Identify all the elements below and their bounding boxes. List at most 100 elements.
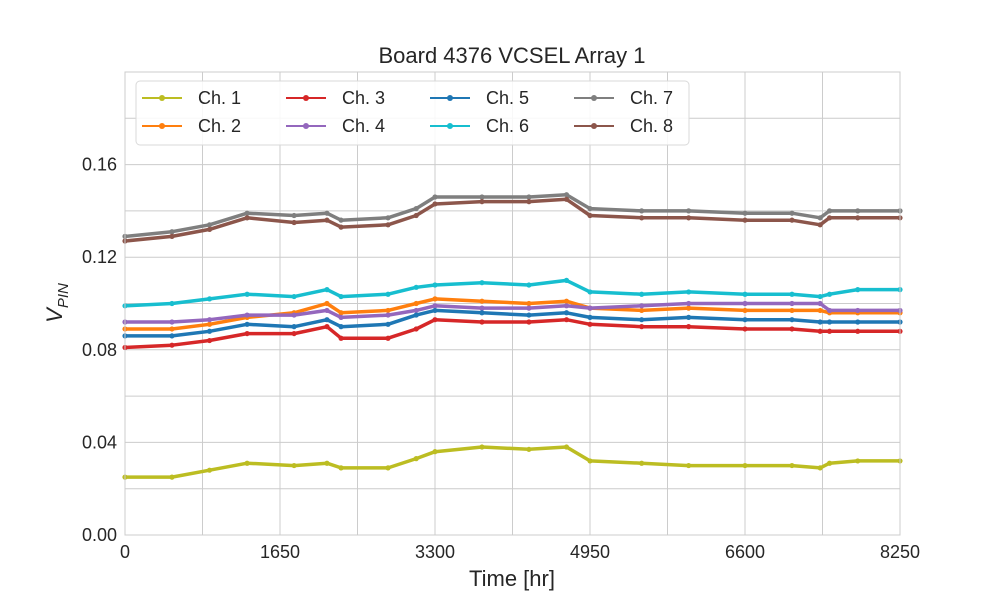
data-point	[324, 300, 330, 307]
series-layer	[122, 192, 903, 480]
data-point	[789, 300, 795, 307]
data-point	[413, 326, 419, 332]
data-point	[338, 335, 344, 341]
data-point	[479, 444, 485, 450]
data-point	[686, 305, 692, 311]
legend-item: Ch. 5	[430, 88, 529, 108]
data-point	[206, 321, 213, 327]
legend-item: Ch. 2	[142, 116, 241, 136]
data-point	[479, 298, 485, 304]
x-axis-label: Time [hr]	[469, 566, 555, 591]
data-point	[817, 465, 823, 471]
data-point	[826, 208, 833, 214]
data-point	[169, 233, 175, 239]
data-point	[587, 289, 593, 295]
data-point	[789, 317, 795, 323]
data-point	[563, 317, 570, 323]
legend-label: Ch. 5	[486, 88, 529, 108]
legend-box	[135, 80, 690, 146]
data-point	[639, 215, 645, 221]
legend-swatch-marker	[591, 95, 597, 101]
legend-label: Ch. 7	[630, 88, 673, 108]
data-point	[855, 319, 861, 325]
data-point	[686, 314, 692, 320]
series-line	[123, 445, 902, 479]
data-point	[855, 287, 861, 293]
legend-label: Ch. 1	[198, 88, 241, 108]
data-point	[206, 317, 213, 323]
data-point	[169, 342, 175, 348]
data-point	[587, 212, 593, 219]
y-tick-label: 0.16	[82, 155, 117, 175]
data-point	[432, 282, 438, 288]
data-point	[291, 330, 297, 337]
data-point	[169, 474, 175, 480]
chart-title: Board 4376 VCSEL Array 1	[378, 43, 645, 68]
x-tick-label: 3300	[415, 542, 455, 562]
data-point	[479, 305, 485, 311]
series-5	[122, 307, 903, 339]
data-point	[324, 287, 330, 293]
data-point	[338, 217, 344, 223]
data-point	[742, 307, 748, 314]
data-point	[686, 300, 692, 307]
data-point	[324, 324, 330, 330]
data-point	[587, 205, 593, 212]
series-line	[123, 308, 902, 338]
legend-item: Ch. 4	[286, 116, 385, 136]
series-line	[123, 278, 902, 308]
data-point	[385, 312, 391, 318]
legend-item: Ch. 1	[142, 88, 241, 108]
data-point	[432, 303, 438, 309]
data-point	[432, 201, 438, 207]
data-point	[826, 460, 833, 466]
series-line	[123, 192, 902, 239]
data-point	[826, 291, 833, 297]
data-point	[413, 212, 419, 219]
data-point	[686, 208, 692, 214]
legend-item: Ch. 3	[286, 88, 385, 108]
data-point	[169, 333, 175, 339]
data-point	[413, 307, 419, 314]
data-point	[244, 460, 250, 466]
data-point	[338, 314, 344, 320]
legend-label: Ch. 2	[198, 116, 241, 136]
data-point	[742, 300, 748, 307]
data-point	[855, 208, 861, 214]
y-axis-label: VPIN	[42, 283, 72, 323]
data-point	[432, 307, 438, 314]
legend-swatch-marker	[303, 123, 309, 129]
data-point	[479, 280, 485, 286]
data-point	[639, 208, 645, 214]
data-point	[385, 291, 391, 297]
data-point	[789, 291, 795, 297]
legend-swatch-marker	[447, 123, 453, 129]
data-point	[587, 314, 593, 320]
data-point	[169, 229, 175, 235]
data-point	[587, 321, 593, 327]
x-tick-label: 0	[120, 542, 130, 562]
data-point	[291, 462, 297, 469]
data-point	[817, 307, 823, 314]
data-point	[639, 324, 645, 330]
data-point	[526, 300, 532, 307]
data-point	[526, 282, 532, 288]
data-point	[291, 212, 297, 219]
data-point	[338, 324, 344, 330]
data-point	[169, 326, 175, 332]
data-point	[826, 319, 833, 325]
y-tick-label: 0.00	[82, 525, 117, 545]
data-point	[206, 296, 213, 302]
data-point	[789, 217, 795, 223]
data-point	[291, 219, 297, 226]
data-point	[742, 217, 748, 223]
data-point	[244, 291, 250, 297]
data-point	[206, 226, 213, 233]
data-point	[169, 300, 175, 307]
data-point	[338, 310, 344, 316]
data-point	[526, 319, 532, 325]
data-point	[413, 312, 419, 318]
data-point	[789, 307, 795, 314]
data-point	[789, 462, 795, 469]
